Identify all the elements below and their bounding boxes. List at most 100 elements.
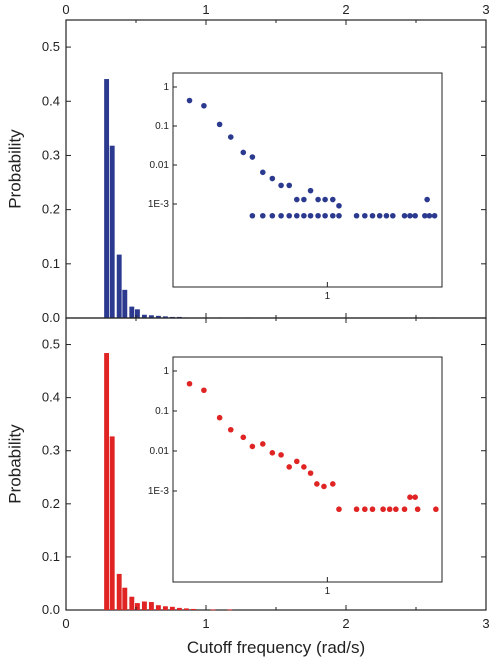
inset-point <box>293 458 300 465</box>
inset-point <box>301 196 307 203</box>
inset-point <box>259 169 266 176</box>
inset-point <box>322 196 328 203</box>
bar <box>210 609 216 611</box>
inset-point <box>390 212 396 219</box>
top-inset: 1 0.1 0.01 1E-3 1 <box>148 72 443 302</box>
y-tick-label: 0.0 <box>42 310 60 325</box>
y-tick-label: 0.0 <box>42 602 60 617</box>
inset-frame <box>172 356 443 583</box>
inset-point <box>401 212 408 219</box>
inset-point <box>314 481 320 487</box>
inset-point <box>422 212 428 219</box>
inset-point <box>286 464 293 470</box>
inset-point <box>216 414 223 421</box>
inset-point <box>201 387 207 394</box>
x-tick-label: 1 <box>202 616 209 631</box>
inset-point <box>383 212 390 219</box>
inset-point <box>249 212 256 219</box>
inset-point <box>431 212 438 219</box>
inset-point <box>240 434 247 441</box>
inset-point <box>278 452 284 458</box>
inset-point <box>249 443 256 450</box>
inset-point <box>407 212 413 219</box>
inset-y-tick-label: 1E-3 <box>148 486 170 497</box>
inset-point <box>407 494 413 500</box>
y-tick-label: 0.4 <box>42 390 60 405</box>
bar <box>129 596 135 610</box>
bar <box>190 608 196 610</box>
inset-point <box>414 506 421 513</box>
bar <box>227 609 233 611</box>
inset-point <box>301 212 307 219</box>
bar <box>116 254 122 318</box>
top-panel: 0.0 0.1 0.2 0.3 0.4 0.5 0 1 2 3 Probability 1 0.1 0.0… <box>5 2 489 325</box>
bar <box>104 353 110 610</box>
inset-point <box>401 506 408 513</box>
y-axis-title: Probability <box>5 129 24 209</box>
bar <box>122 587 128 610</box>
inset-point <box>201 102 207 109</box>
inset-point <box>249 154 256 160</box>
inset-point <box>278 182 284 189</box>
inset-point <box>278 212 284 219</box>
inset-point <box>293 212 300 219</box>
inset-point <box>336 202 342 209</box>
y-tick-label: 0.5 <box>42 337 60 352</box>
inset-point <box>376 212 383 219</box>
inset-y-tick-label: 0.1 <box>155 121 169 132</box>
bar <box>148 602 154 610</box>
inset-point <box>412 212 418 219</box>
inset-point <box>259 212 266 219</box>
inset-point <box>307 212 314 219</box>
inset-point <box>393 506 399 513</box>
bar <box>134 603 140 610</box>
inset-point <box>353 212 360 219</box>
inset-point <box>321 483 327 490</box>
x-tick-label: 2 <box>342 616 349 631</box>
inset-y-tick-label: 1 <box>163 366 169 377</box>
inset-point <box>329 212 336 219</box>
inset-point <box>329 481 336 487</box>
inset-point <box>307 470 314 476</box>
inset-x-tick-label: 1 <box>325 586 331 597</box>
bar <box>155 605 161 610</box>
bar <box>176 607 182 610</box>
inset-y-tick-label: 1E-3 <box>148 199 170 210</box>
bar <box>129 306 135 318</box>
inset-point <box>315 212 321 219</box>
bar <box>134 309 140 318</box>
y-axis-title: Probability <box>5 424 24 504</box>
inset-point <box>336 212 342 219</box>
inset-point <box>336 506 342 513</box>
inset-point <box>426 212 433 219</box>
inset-point <box>412 494 418 500</box>
y-tick-label: 0.2 <box>42 202 60 217</box>
inset-point <box>286 182 293 189</box>
x-tick-label-top: 2 <box>342 2 349 17</box>
bar <box>141 314 147 318</box>
inset-point <box>240 149 247 156</box>
bar <box>109 145 115 318</box>
inset-point <box>269 450 276 456</box>
y-tick-label: 0.4 <box>42 93 60 108</box>
x-tick-label-top: 0 <box>62 2 69 17</box>
inset-point <box>329 196 336 203</box>
inset-point <box>269 175 276 182</box>
y-tick-label: 0.3 <box>42 443 60 458</box>
inset-y-tick-label: 0.1 <box>155 406 169 417</box>
inset-point <box>433 506 439 513</box>
bottom-inset: 1 0.1 0.01 1E-3 1 <box>148 356 443 597</box>
inset-point <box>227 426 234 433</box>
inset-point <box>186 97 193 104</box>
y-tick-label: 0.3 <box>42 147 60 162</box>
bar <box>116 573 122 610</box>
inset-point <box>369 212 376 219</box>
inset-y-tick-label: 0.01 <box>150 160 170 171</box>
inset-point <box>315 196 321 203</box>
inset-point <box>286 212 293 219</box>
x-tick-label: 3 <box>482 616 489 631</box>
inset-point <box>259 441 266 447</box>
x-tick-label: 0 <box>62 616 69 631</box>
bar <box>148 315 154 318</box>
inset-point <box>227 134 234 140</box>
